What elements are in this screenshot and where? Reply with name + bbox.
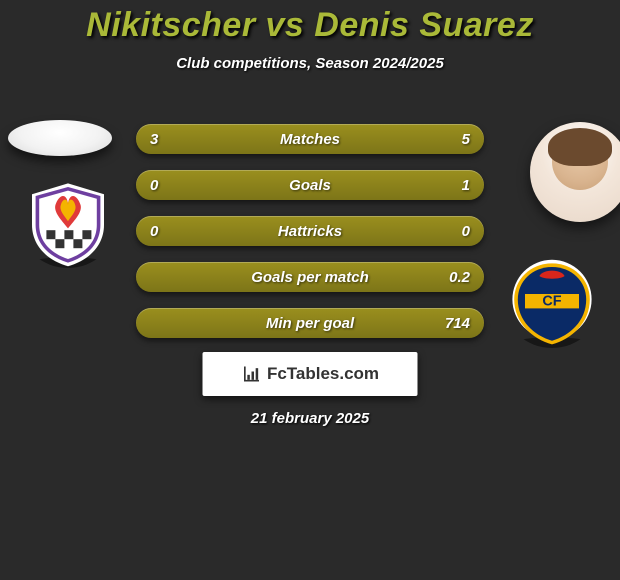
stat-right-value: 0.2 (449, 269, 470, 286)
stat-row-gpm: Goals per match 0.2 (136, 262, 484, 292)
stat-left-value: 0 (150, 223, 158, 240)
stat-label: Min per goal (136, 315, 484, 332)
stat-left-value: 0 (150, 177, 158, 194)
stat-label: Goals (136, 177, 484, 194)
chart-icon (241, 364, 263, 384)
stat-row-goals: 0 Goals 1 (136, 170, 484, 200)
stat-right-value: 5 (462, 131, 470, 148)
subtitle: Club competitions, Season 2024/2025 (0, 55, 620, 72)
club-right-crest: CF (504, 258, 600, 348)
stat-label: Matches (136, 131, 484, 148)
stat-right-value: 0 (462, 223, 470, 240)
stat-right-value: 1 (462, 177, 470, 194)
stat-row-hattricks: 0 Hattricks 0 (136, 216, 484, 246)
svg-text:CF: CF (542, 294, 561, 310)
stats-panel: 3 Matches 5 0 Goals 1 0 Hattricks 0 Goal… (136, 124, 484, 354)
source-label: FcTables.com (267, 364, 379, 384)
stat-right-value: 714 (445, 315, 470, 332)
stat-left-value: 3 (150, 131, 158, 148)
stat-label: Goals per match (136, 269, 484, 286)
date-label: 21 february 2025 (0, 410, 620, 427)
stat-row-mpg: Min per goal 714 (136, 308, 484, 338)
comparison-card: Nikitscher vs Denis Suarez Club competit… (0, 0, 620, 580)
stat-label: Hattricks (136, 223, 484, 240)
page-title: Nikitscher vs Denis Suarez (0, 0, 620, 45)
club-left-crest (20, 178, 116, 268)
stat-row-matches: 3 Matches 5 (136, 124, 484, 154)
player-right-avatar (530, 122, 620, 222)
player-left-avatar (8, 120, 112, 156)
source-badge[interactable]: FcTables.com (203, 352, 418, 396)
